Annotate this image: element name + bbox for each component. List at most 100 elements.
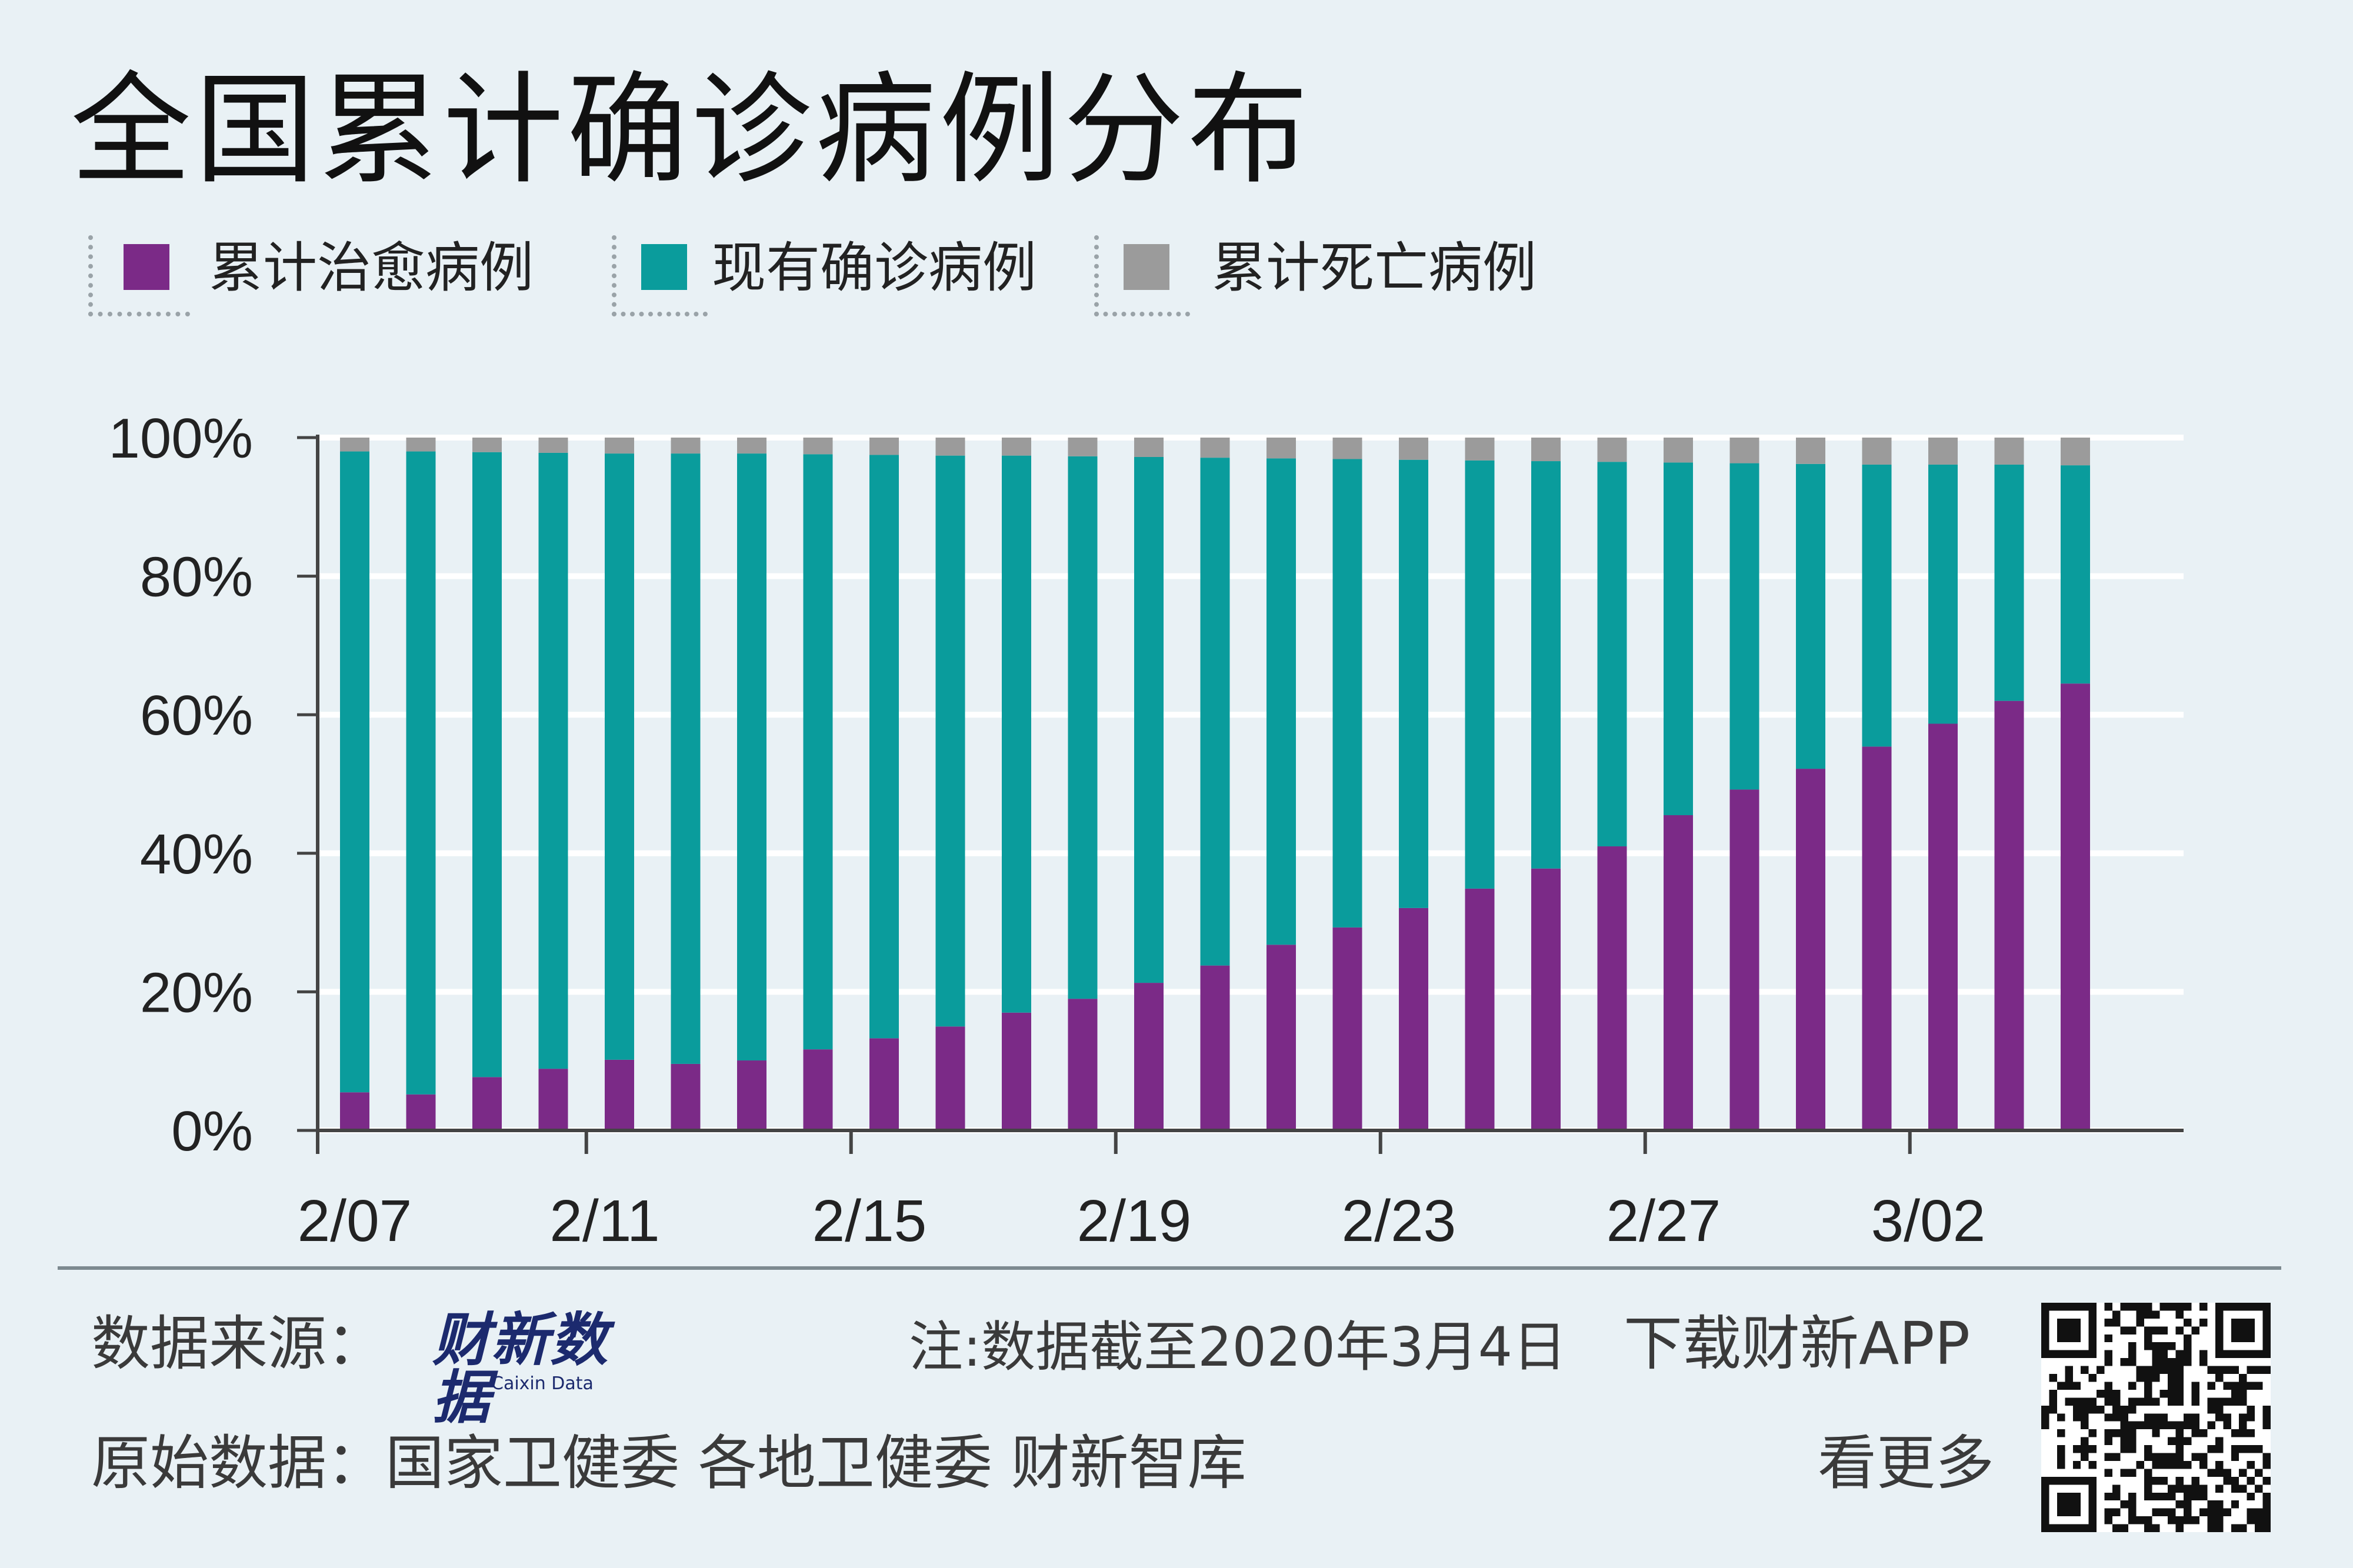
bar-segment-recovered — [1200, 965, 1230, 1130]
logo-subtext: Caixin Data — [491, 1373, 594, 1394]
bar-segment-deaths — [1134, 438, 1164, 457]
bar-segment-recovered — [1465, 888, 1495, 1130]
bar-segment-deaths — [935, 438, 965, 456]
bar-segment-deaths — [1862, 438, 1892, 465]
bar-segment-deaths — [340, 438, 369, 452]
bar-segment-active — [340, 451, 369, 1093]
bar-segment-deaths — [1531, 438, 1561, 462]
legend-swatch-recovered — [124, 244, 169, 290]
bar-segment-recovered — [472, 1077, 502, 1130]
bar-segment-recovered — [1002, 1012, 1031, 1130]
bar-segment-recovered — [869, 1038, 899, 1130]
bar-segment-deaths — [1068, 438, 1098, 456]
bar-segment-active — [1068, 456, 1098, 999]
bar-segment-deaths — [803, 438, 833, 455]
bar-segment-active — [671, 453, 701, 1064]
see-more-text: 看更多 — [1818, 1429, 1994, 1497]
bar-segment-active — [803, 454, 833, 1050]
bar-segment-active — [1332, 459, 1362, 928]
bar-segment-recovered — [1928, 723, 1958, 1130]
bar-segment-active — [605, 453, 634, 1060]
bar-segment-active — [1994, 464, 2024, 701]
bar-segment-recovered — [538, 1069, 568, 1130]
y-tick-label: 100% — [108, 407, 253, 470]
caixin-data-logo: 财新数据 Caixin Data — [432, 1312, 656, 1427]
footer-divider — [58, 1266, 2281, 1270]
x-tick-label: 2/19 — [1077, 1188, 1192, 1254]
x-tick-label: 3/02 — [1871, 1188, 1986, 1254]
bar-segment-deaths — [472, 438, 502, 452]
x-tick-label: 2/23 — [1342, 1188, 1457, 1254]
bar-segment-active — [1200, 458, 1230, 966]
chart-title: 全国累计确诊病例分布 — [71, 61, 1312, 201]
bar-segment-active — [1664, 462, 1693, 816]
bar-segment-recovered — [605, 1059, 634, 1130]
bar-segment-recovered — [1862, 746, 1892, 1130]
bar-segment-deaths — [869, 438, 899, 455]
y-tick-label: 80% — [140, 546, 253, 609]
bar-segment-active — [935, 455, 965, 1027]
bar-segment-recovered — [737, 1060, 766, 1130]
legend-frame — [612, 235, 708, 316]
legend-swatch-active — [641, 244, 687, 290]
legend-label-active: 现有确诊病例 — [712, 236, 1037, 299]
bar-segment-deaths — [1597, 438, 1627, 462]
bar-segment-recovered — [1994, 700, 2024, 1130]
legend-frame — [88, 235, 190, 316]
logo-text: 财新数据 — [432, 1307, 609, 1432]
bar-segment-recovered — [803, 1049, 833, 1130]
bar-segment-active — [1531, 461, 1561, 869]
bar-segment-active — [737, 453, 766, 1061]
x-tick-label: 2/27 — [1607, 1188, 1721, 1254]
legend-label-deaths: 累计死亡病例 — [1212, 236, 1537, 299]
bar-segment-deaths — [605, 438, 634, 454]
bar-segment-recovered — [1134, 983, 1164, 1130]
bar-segment-deaths — [1002, 438, 1031, 456]
bar-segment-active — [1134, 456, 1164, 983]
bar-segment-recovered — [1729, 789, 1759, 1130]
source-label: 数据来源： — [91, 1309, 385, 1378]
bar-segment-deaths — [538, 438, 568, 453]
bar-segment-recovered — [1531, 868, 1561, 1130]
bar-segment-active — [1862, 464, 1892, 747]
y-tick-label: 20% — [140, 961, 253, 1024]
bar-segment-deaths — [1465, 438, 1495, 461]
download-app-text: 下载财新APP — [1624, 1309, 1971, 1378]
legend-frame — [1094, 235, 1190, 316]
bar-segment-active — [1796, 463, 1825, 769]
bar-segment-recovered — [1399, 908, 1428, 1130]
bar-segment-deaths — [737, 438, 766, 454]
x-tick-label: 2/07 — [298, 1188, 412, 1254]
bar-segment-deaths — [1729, 438, 1759, 463]
bar-segment-active — [1465, 460, 1495, 889]
y-tick-label: 0% — [171, 1100, 253, 1163]
bar-segment-recovered — [1068, 999, 1098, 1130]
legend-item-recovered: 累计治愈病例 — [88, 235, 534, 316]
bar-segment-active — [538, 452, 568, 1069]
bar-segment-active — [472, 452, 502, 1077]
legend: 累计治愈病例 现有确诊病例 累计死亡病例 — [88, 235, 1618, 316]
bar-segment-recovered — [935, 1026, 965, 1130]
bar-segment-deaths — [1994, 438, 2024, 465]
bar-segment-recovered — [1597, 846, 1627, 1130]
y-tick-label: 60% — [140, 684, 253, 747]
bar-segment-deaths — [1200, 438, 1230, 458]
bar-segment-active — [1002, 455, 1031, 1013]
bar-segment-recovered — [671, 1063, 701, 1130]
bar-segment-active — [2061, 465, 2090, 684]
legend-item-deaths: 累计死亡病例 — [1094, 235, 1537, 316]
bar-segment-deaths — [406, 438, 436, 452]
bar-segment-deaths — [671, 438, 701, 454]
bar-segment-active — [1597, 462, 1627, 847]
bar-segment-active — [1928, 464, 1958, 724]
bar-segment-deaths — [1399, 438, 1428, 460]
qr-code-icon[interactable] — [2041, 1303, 2271, 1532]
raw-data-sources: 原始数据：国家卫健委 各地卫健委 财新智库 — [91, 1429, 1247, 1497]
legend-swatch-deaths — [1124, 244, 1169, 290]
bar-segment-recovered — [1664, 815, 1693, 1130]
legend-label-recovered: 累计治愈病例 — [209, 236, 534, 299]
y-tick-label: 40% — [140, 823, 253, 886]
bar-segment-recovered — [1332, 927, 1362, 1130]
